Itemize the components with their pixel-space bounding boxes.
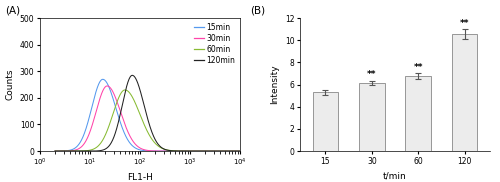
Line: 120min: 120min bbox=[55, 75, 250, 151]
60min bbox=[85, 149, 91, 152]
60min bbox=[78, 150, 84, 152]
60min bbox=[247, 150, 253, 152]
15min bbox=[100, 78, 106, 80]
30min bbox=[154, 150, 160, 152]
120min bbox=[52, 150, 58, 152]
15min bbox=[78, 140, 84, 142]
60min bbox=[158, 147, 164, 149]
15min bbox=[247, 150, 253, 152]
30min bbox=[118, 112, 124, 114]
15min bbox=[136, 149, 142, 151]
Bar bbox=[452, 34, 477, 151]
Line: 30min: 30min bbox=[55, 86, 250, 151]
Text: **: ** bbox=[460, 19, 469, 28]
120min bbox=[158, 147, 164, 149]
30min bbox=[104, 85, 110, 87]
120min bbox=[154, 143, 160, 145]
15min bbox=[158, 150, 164, 152]
60min bbox=[122, 89, 128, 91]
30min bbox=[78, 146, 84, 148]
Legend: 15min, 30min, 60min, 120min: 15min, 30min, 60min, 120min bbox=[193, 22, 236, 65]
Text: **: ** bbox=[414, 63, 423, 72]
15min bbox=[154, 150, 160, 152]
120min bbox=[118, 111, 124, 113]
60min bbox=[136, 113, 142, 115]
30min bbox=[158, 150, 164, 152]
X-axis label: t/min: t/min bbox=[383, 171, 407, 180]
Y-axis label: Intensity: Intensity bbox=[270, 65, 280, 104]
30min bbox=[136, 147, 142, 149]
120min bbox=[78, 150, 84, 152]
Text: (B): (B) bbox=[250, 5, 265, 15]
Bar bbox=[312, 92, 338, 151]
Y-axis label: Counts: Counts bbox=[6, 69, 15, 100]
60min bbox=[154, 145, 160, 147]
120min bbox=[130, 74, 136, 76]
Line: 60min: 60min bbox=[55, 90, 250, 151]
X-axis label: FL1-H: FL1-H bbox=[127, 173, 153, 182]
30min bbox=[247, 150, 253, 152]
60min bbox=[52, 150, 58, 152]
30min bbox=[52, 150, 58, 152]
Bar bbox=[406, 76, 431, 151]
120min bbox=[85, 150, 91, 152]
Bar bbox=[359, 83, 384, 151]
Text: (A): (A) bbox=[5, 5, 20, 15]
Line: 15min: 15min bbox=[55, 79, 250, 151]
60min bbox=[118, 93, 124, 95]
Text: **: ** bbox=[367, 70, 376, 79]
15min bbox=[52, 150, 58, 152]
30min bbox=[85, 136, 91, 138]
15min bbox=[118, 123, 124, 125]
120min bbox=[136, 88, 142, 90]
15min bbox=[85, 121, 91, 124]
120min bbox=[247, 150, 253, 152]
